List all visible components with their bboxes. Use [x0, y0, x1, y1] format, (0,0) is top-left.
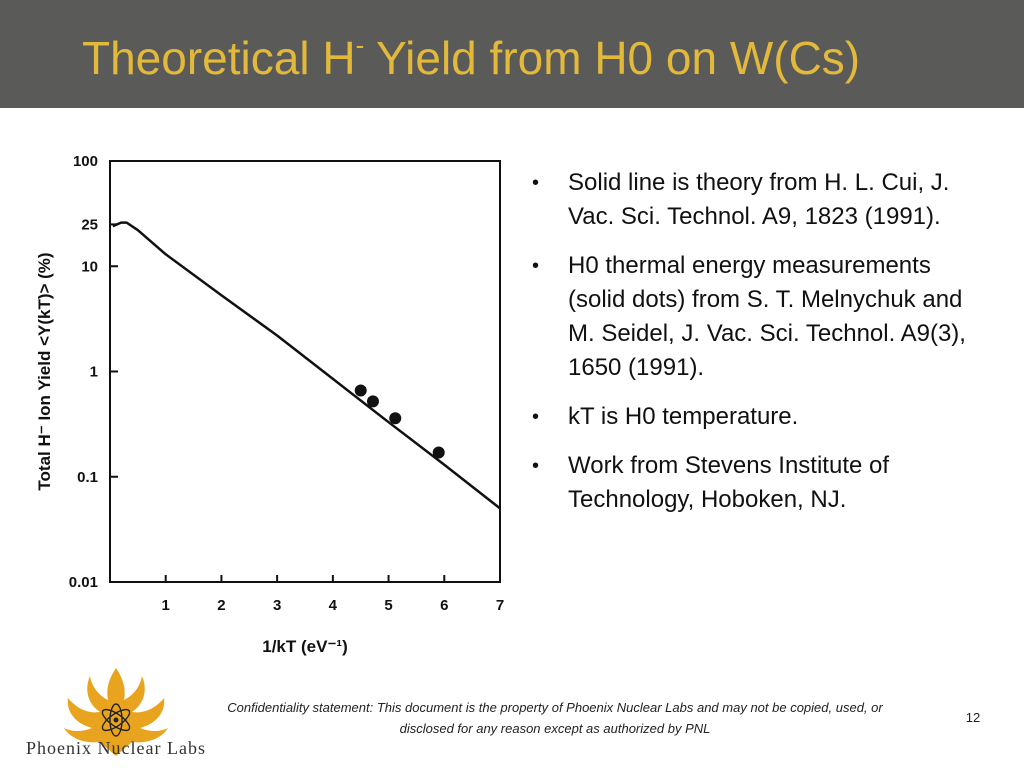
bullet-item: • H0 thermal energy measurements (solid d…	[532, 249, 972, 385]
measurement-dot	[354, 384, 367, 397]
slide-title: Theoretical H- Yield from H0 on W(Cs)	[82, 30, 860, 86]
x-tick-label: 5	[384, 597, 392, 614]
bullet-list: • Solid line is theory from H. L. Cui, J.…	[532, 166, 972, 532]
y-tick-label: 0.01	[69, 574, 98, 591]
y-tick-label: 0.1	[77, 469, 98, 486]
measurement-dot	[389, 412, 402, 425]
title-superscript: -	[355, 30, 365, 60]
bullet-text: kT is H0 temperature.	[568, 403, 799, 430]
y-tick-label: 1	[90, 364, 98, 381]
plot-frame	[109, 160, 501, 583]
yield-chart: 1 2 3 4 5 6 7 0.01 0.1 1 10 25 100 1/kT (eV⁻¹) Total H…	[35, 153, 504, 656]
logo-text: Phoenix Nuclear Labs	[26, 738, 206, 758]
bullet-dot-icon: •	[532, 455, 540, 477]
labels-layer: 1 2 3 4 5 6 7 0.01 0.1 1 10 25 100 1/kT (eV⁻¹) Total H…	[35, 153, 504, 656]
y-tick-label: 25	[81, 216, 98, 233]
bullet-dot-icon: •	[532, 172, 540, 194]
page-number: 12	[965, 710, 981, 725]
bullet-text: Solid line is theory from H. L. Cui, J. …	[568, 169, 950, 230]
y-axis-label: Total H⁻ Ion Yield <Y(kT)> (%)	[35, 252, 54, 490]
bullet-item: • kT is H0 temperature.	[532, 400, 972, 434]
phoenix-logo-icon	[64, 668, 168, 756]
title-main: Theoretical H	[82, 32, 356, 84]
x-axis-label: 1/kT (eV⁻¹)	[262, 637, 348, 656]
bullet-text: Work from Stevens Institute of Technolog…	[568, 452, 890, 513]
theory-line	[112, 221, 501, 510]
y-tick-label: 100	[73, 153, 98, 170]
title-bar: Theoretical H- Yield from H0 on W(Cs)	[0, 0, 1024, 108]
title-rest: Yield from H0 on W(Cs)	[364, 32, 861, 84]
bullet-item: • Solid line is theory from H. L. Cui, J.…	[532, 166, 972, 234]
series-layer	[112, 221, 501, 510]
y-tick-label: 10	[81, 258, 98, 275]
ticks-layer	[110, 160, 501, 583]
x-tick-label: 7	[496, 597, 504, 614]
confidentiality-statement: Confidentiality statement: This document…	[227, 700, 883, 736]
x-tick-label: 3	[273, 597, 281, 614]
x-tick-label: 2	[217, 597, 225, 614]
axes-layer	[109, 160, 501, 583]
x-tick-label: 4	[329, 597, 338, 614]
bullet-dot-icon: •	[532, 406, 540, 428]
x-tick-label: 1	[162, 597, 170, 614]
bullet-dot-icon: •	[532, 255, 540, 277]
measurement-dot	[432, 446, 445, 459]
bullet-text: H0 thermal energy measurements (solid do…	[568, 252, 966, 381]
measurement-dot	[366, 395, 379, 408]
bullet-item: • Work from Stevens Institute of Technolo…	[532, 449, 972, 517]
x-tick-label: 6	[440, 597, 448, 614]
